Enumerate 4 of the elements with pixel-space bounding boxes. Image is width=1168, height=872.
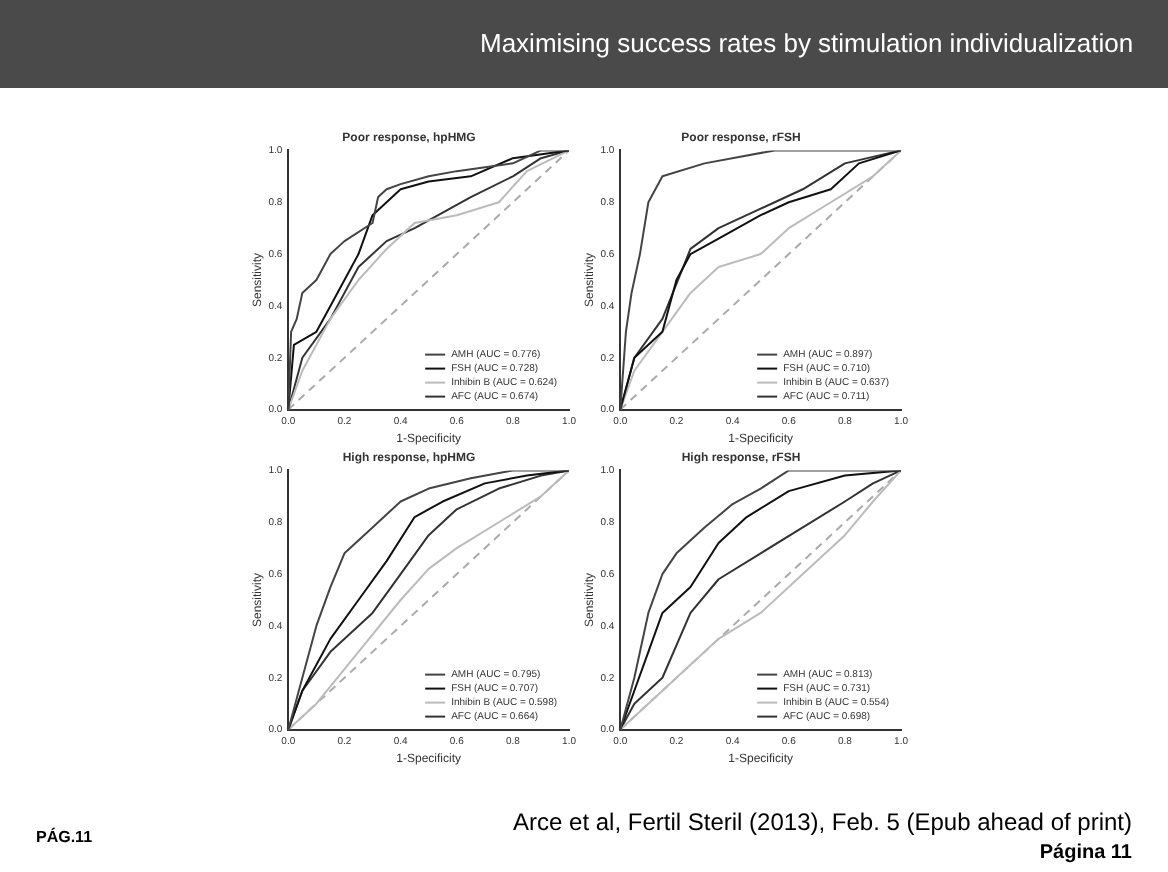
text: PÁG.11	[36, 828, 93, 846]
text: Arce et al, Fertil Steril (2013), Feb. 5 (Epub ahead of print)	[513, 808, 1132, 836]
text: Página 11	[1039, 842, 1132, 864]
text: Maximising success rates by stimulation individualization	[480, 28, 1134, 58]
